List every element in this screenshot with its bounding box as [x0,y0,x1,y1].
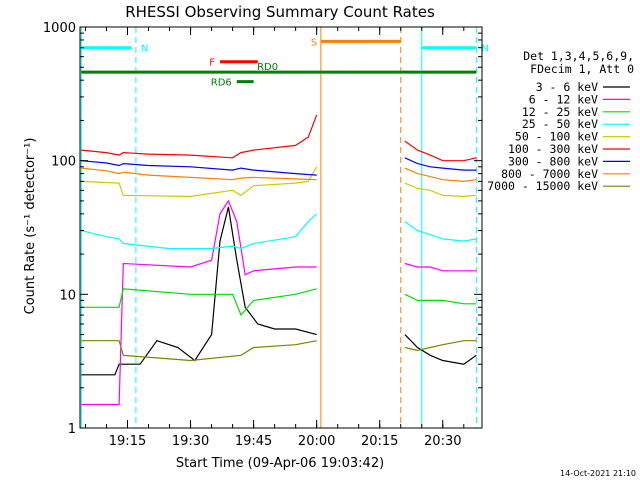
flag-label-rd6: RD6 [211,78,232,89]
series-line-0-part-0 [81,206,317,376]
y-axis-label: Count Rate (s⁻¹ detector⁻¹) [23,138,38,315]
flag-label-rd0: RD0 [257,62,278,73]
legend: Det 1,3,4,5,6,9,FDecim 1, Att 0 3 - 6 keV… [487,49,634,193]
x-tick-label: 20:00 [298,434,335,449]
legend-header-line: Det 1,3,4,5,6,9, [523,49,634,63]
x-tick-label: 20:30 [424,434,461,449]
series-line-3-part-1 [404,221,477,242]
series-line-5-part-1 [404,140,477,162]
legend-entry-label: 12 - 25 keV [522,105,598,119]
x-tick-label: 19:30 [172,434,209,449]
marker-label-2: S [311,37,317,48]
x-tick-label: 20:15 [361,434,398,449]
y-tick-label: 10 [59,288,76,303]
series-line-7-part-0 [81,167,317,181]
y-tick-label: 100 [51,155,76,170]
legend-entry-label: 50 - 100 keV [515,130,598,144]
y-axis: 1 10 100 1000 [43,21,482,437]
series-line-6-part-0 [81,160,317,176]
x-tick-label: 19:45 [235,434,272,449]
series-line-1-part-1 [404,262,477,272]
series-line-2-part-0 [81,288,317,317]
legend-entry-label: 3 - 6 keV [536,80,598,94]
plot-area: N N S F RD0 RD6 [80,27,489,428]
plot-frame [79,26,483,429]
series-line-1-part-0 [81,199,317,406]
x-axis-label: Start Time (09-Apr-06 19:03:42) [176,456,384,471]
series-line-6-part-1 [404,157,477,171]
series-line-4-part-1 [404,182,477,198]
y-tick-label: 1000 [43,21,76,36]
legend-header-line: FDecim 1, Att 0 [530,62,634,76]
series-line-2-part-1 [404,293,477,305]
legend-entry-label: 7000 - 15000 keV [487,179,598,193]
series-line-3-part-0 [81,213,318,250]
legend-entry-label: 800 - 7000 keV [501,167,598,181]
legend-entry-label: 100 - 300 keV [508,142,598,156]
series-line-8-part-1 [404,340,477,352]
chart-title: RHESSI Observing Summary Count Rates [125,3,435,21]
footer-date: 14-Oct-2021 21:10 [560,469,636,478]
marker-label-1: N [481,44,488,55]
series-line-8-part-0 [81,340,317,362]
series-line-7-part-1 [404,167,477,183]
legend-entry-label: 6 - 12 keV [529,92,598,106]
flag-label-f: F [209,58,215,69]
series-line-5-part-0 [81,114,318,159]
x-axis: 19:15 19:30 19:45 20:00 20:15 20:30 [84,27,465,449]
series-line-4-part-0 [81,166,318,198]
x-tick-label: 19:15 [109,434,146,449]
y-tick-label: 1 [68,422,76,437]
series-line-0-part-1 [404,334,477,365]
legend-entry-label: 25 - 50 keV [522,117,598,131]
marker-label-0: N [141,44,148,55]
legend-entry-label: 300 - 800 keV [508,154,598,168]
